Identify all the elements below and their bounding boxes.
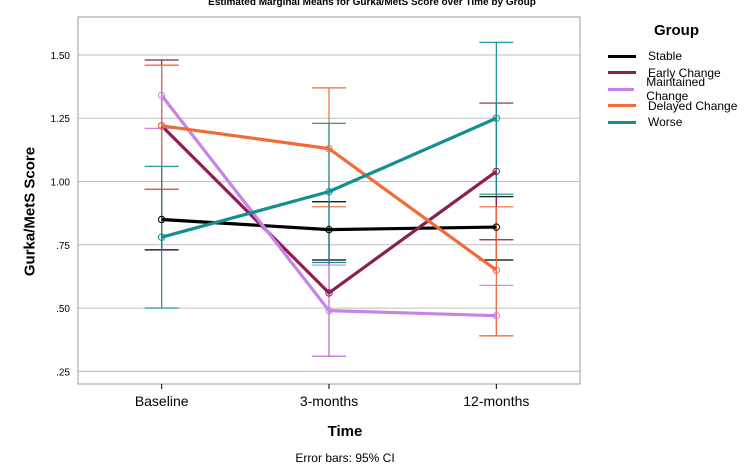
data-point [492, 266, 501, 274]
series-line [160, 124, 498, 295]
legend-item: Maintained Change [608, 75, 744, 103]
legend-item: Stable [608, 48, 744, 65]
data-point [325, 187, 333, 196]
x-axis-label: Time [327, 423, 363, 440]
data-point [157, 233, 166, 241]
series-line [161, 124, 498, 272]
legend-swatch [608, 120, 636, 124]
data-point [492, 311, 501, 320]
data-point [325, 289, 333, 297]
data-point [325, 225, 333, 234]
y-tick-label: 1.00 [51, 178, 71, 189]
series-line [160, 94, 497, 318]
legend: Group Stable Early Change Maintained Chang… [608, 22, 744, 131]
data-point [492, 223, 501, 231]
data-point [157, 122, 166, 130]
legend-swatch [608, 54, 636, 58]
legend-label: Maintained Change [646, 75, 705, 104]
y-tick-label: .25 [56, 367, 70, 378]
y-tick-label: 1.25 [51, 114, 71, 125]
data-point [325, 144, 333, 153]
legend-title: Group [654, 22, 699, 39]
error-bars-note: Error bars: 95% CI [295, 451, 395, 465]
x-tick-label: Baseline [135, 393, 189, 409]
y-axis-label: Gurka/MetS Score [21, 146, 39, 277]
error-bar [144, 165, 179, 309]
data-point [492, 167, 501, 176]
legend-label: Worse [648, 115, 683, 130]
legend-swatch [608, 104, 636, 108]
data-point [157, 215, 166, 224]
legend-item: Delayed Change [608, 98, 744, 115]
legend-item: Worse [608, 114, 744, 131]
y-tick-label: 1.50 [51, 51, 71, 62]
data-point [492, 114, 501, 122]
x-tick-label: 12-months [463, 393, 529, 409]
y-tick-label: .50 [56, 304, 70, 315]
legend-label: Delayed Change [648, 98, 738, 113]
legend-item: Early Change [608, 65, 744, 82]
legend-swatch [608, 87, 635, 91]
legend-label: Early Change [648, 65, 721, 80]
data-point [157, 91, 166, 100]
legend-label: Stable [648, 49, 683, 64]
y-tick-label: .75 [56, 241, 70, 252]
data-point [325, 306, 333, 315]
chart-title: Estimated Marginal Means for Gurka/MetS … [208, 0, 536, 8]
x-tick-label: 3-months [300, 393, 358, 409]
series-line [161, 116, 497, 239]
legend-swatch [608, 71, 636, 75]
